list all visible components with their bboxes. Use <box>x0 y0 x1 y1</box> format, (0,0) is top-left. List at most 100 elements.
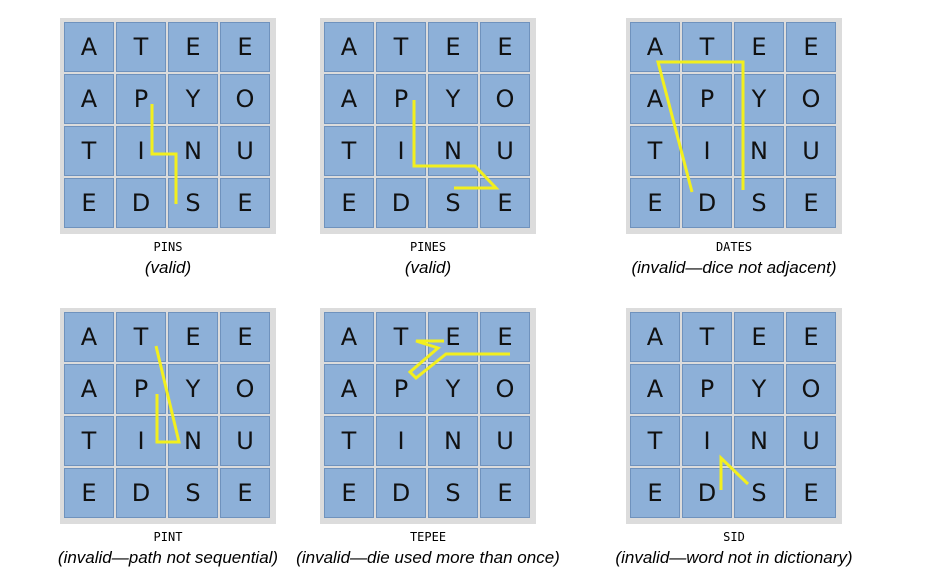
die-face: E <box>786 22 836 72</box>
die-face: A <box>630 74 680 124</box>
die-face: E <box>786 312 836 362</box>
die-face: D <box>376 468 426 518</box>
die-face: P <box>376 364 426 414</box>
die-face: A <box>324 364 374 414</box>
die-face: D <box>116 178 166 228</box>
die-face: O <box>480 74 530 124</box>
die-face: U <box>480 416 530 466</box>
die-face: P <box>116 74 166 124</box>
word-label: SID <box>723 530 745 544</box>
die-face: P <box>682 74 732 124</box>
die-face: P <box>682 364 732 414</box>
die-face: T <box>64 416 114 466</box>
die-face: T <box>682 312 732 362</box>
die-face: T <box>630 416 680 466</box>
die-face: U <box>786 416 836 466</box>
die-face: S <box>168 468 218 518</box>
die-face: Y <box>168 74 218 124</box>
die-face: I <box>116 126 166 176</box>
word-label: TEPEE <box>409 530 447 544</box>
die-face: A <box>630 364 680 414</box>
die-face: E <box>168 22 218 72</box>
die-face: T <box>376 22 426 72</box>
validity-caption: (invalid—die used more than once) <box>296 548 560 567</box>
validity-caption: (invalid—dice not adjacent) <box>631 258 837 277</box>
validity-caption: (invalid—word not in dictionary) <box>615 548 853 567</box>
die-face: P <box>376 74 426 124</box>
die-face: T <box>682 22 732 72</box>
die-face: S <box>428 468 478 518</box>
die-face: Y <box>168 364 218 414</box>
word-path <box>412 100 500 190</box>
die-face: T <box>116 22 166 72</box>
word-label: PINES <box>409 240 447 254</box>
validity-caption: (valid) <box>404 258 452 277</box>
die-face: E <box>630 468 680 518</box>
die-face: T <box>630 126 680 176</box>
die-face: E <box>480 178 530 228</box>
die-face: A <box>64 364 114 414</box>
die-face: S <box>734 468 784 518</box>
word-path <box>154 345 181 444</box>
die-face: E <box>480 22 530 72</box>
die-face: A <box>324 74 374 124</box>
die-face: N <box>734 416 784 466</box>
word-path <box>150 104 178 204</box>
die-face: A <box>324 22 374 72</box>
die-face: D <box>376 178 426 228</box>
die-face: E <box>428 22 478 72</box>
die-face: U <box>786 126 836 176</box>
die-face: E <box>64 178 114 228</box>
word-path <box>407 339 510 381</box>
word-label: PINS <box>153 240 183 254</box>
validity-caption: (invalid—path not sequential) <box>57 548 279 567</box>
die-face: A <box>64 74 114 124</box>
die-face: A <box>64 22 114 72</box>
die-face: I <box>682 416 732 466</box>
die-face: O <box>220 364 270 414</box>
die-face: T <box>376 312 426 362</box>
die-face: E <box>220 178 270 228</box>
die-face: D <box>116 468 166 518</box>
die-face: E <box>220 22 270 72</box>
die-face: E <box>480 468 530 518</box>
die-face: E <box>734 312 784 362</box>
word-path <box>719 454 750 490</box>
die-face: E <box>324 178 374 228</box>
die-face: E <box>64 468 114 518</box>
die-face: U <box>480 126 530 176</box>
word-path <box>656 60 745 193</box>
die-face: T <box>324 126 374 176</box>
die-face: E <box>324 468 374 518</box>
word-label: PINT <box>153 530 183 544</box>
die-face: O <box>786 364 836 414</box>
die-face: A <box>64 312 114 362</box>
validity-caption: (valid) <box>144 258 192 277</box>
die-face: D <box>682 178 732 228</box>
die-face: E <box>786 178 836 228</box>
die-face: E <box>168 312 218 362</box>
die-face: E <box>786 468 836 518</box>
die-face: A <box>324 312 374 362</box>
die-face: I <box>376 416 426 466</box>
die-face: D <box>682 468 732 518</box>
word-label: DATES <box>715 240 753 254</box>
die-face: N <box>428 416 478 466</box>
die-face: O <box>220 74 270 124</box>
die-face: N <box>428 126 478 176</box>
die-face: O <box>480 364 530 414</box>
die-face: A <box>630 22 680 72</box>
die-face: O <box>786 74 836 124</box>
die-face: T <box>324 416 374 466</box>
die-face: E <box>220 312 270 362</box>
die-face: Y <box>428 364 478 414</box>
die-face: I <box>376 126 426 176</box>
die-face: Y <box>428 74 478 124</box>
die-face: E <box>630 178 680 228</box>
die-face: U <box>220 416 270 466</box>
die-face: E <box>220 468 270 518</box>
